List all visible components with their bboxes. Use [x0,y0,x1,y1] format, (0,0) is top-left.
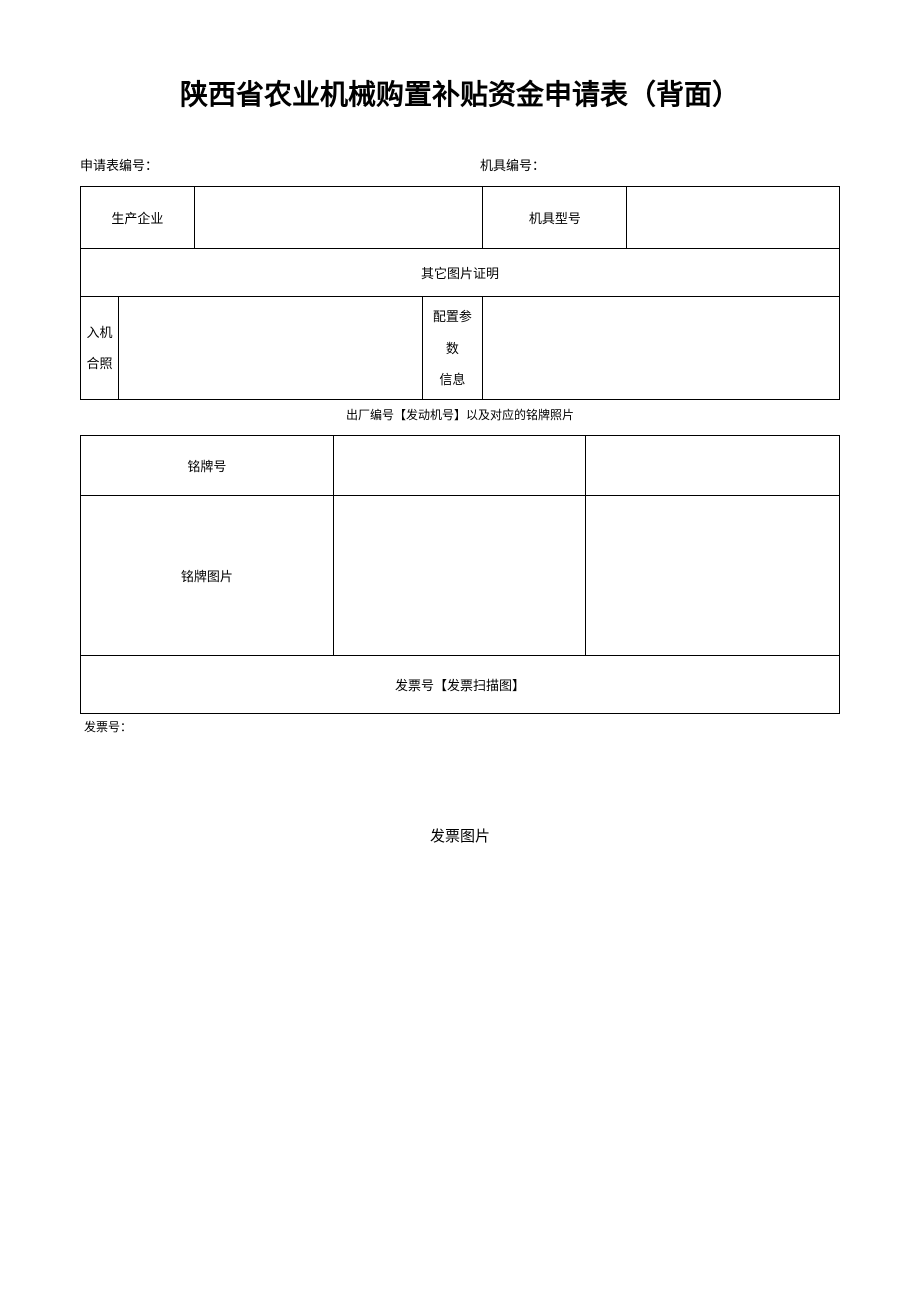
form-no-label: 申请表编号： [80,155,440,174]
table-row: 其它图片证明 [81,249,840,297]
nameplate-img-value2 [586,495,840,655]
other-images-label: 其它图片证明 [81,249,840,297]
manufacturer-label: 生产企业 [81,187,195,249]
table-row: 生产企业 机具型号 [81,187,840,249]
page-title: 陕西省农业机械购置补贴资金申请表（背面） [80,70,840,120]
invoice-image-label: 发票图片 [80,825,840,846]
photo-label-line1: 入机 [86,325,112,340]
info-table: 生产企业 机具型号 其它图片证明 入机 合照 配置参数 信息 [80,186,840,400]
nameplate-no-label: 铭牌号 [81,435,334,495]
table-row: 入机 合照 配置参数 信息 [81,297,840,400]
meta-row: 申请表编号： 机具编号： [80,155,840,174]
photo-label: 入机 合照 [81,297,119,400]
config-label: 配置参数 信息 [422,297,483,400]
config-value [483,297,840,400]
invoice-section-label: 发票号【发票扫描图】 [81,655,840,713]
serial-caption: 出厂编号【发动机号】以及对应的铭牌照片 [80,406,840,423]
photo-label-line2: 合照 [86,356,112,371]
table-row: 发票号【发票扫描图】 [81,655,840,713]
config-label-line2: 信息 [439,372,465,387]
manufacturer-value [194,187,482,249]
table-row: 铭牌图片 [81,495,840,655]
model-label: 机具型号 [483,187,627,249]
table-row: 铭牌号 [81,435,840,495]
nameplate-no-value2 [586,435,840,495]
nameplate-img-value1 [333,495,586,655]
nameplate-table: 铭牌号 铭牌图片 发票号【发票扫描图】 [80,435,840,714]
model-value [627,187,840,249]
nameplate-img-label: 铭牌图片 [81,495,334,655]
config-label-line1: 配置参数 [433,309,472,355]
machine-no-label: 机具编号： [440,155,840,174]
invoice-no-label: 发票号： [80,718,840,735]
nameplate-no-value1 [333,435,586,495]
photo-value [118,297,422,400]
